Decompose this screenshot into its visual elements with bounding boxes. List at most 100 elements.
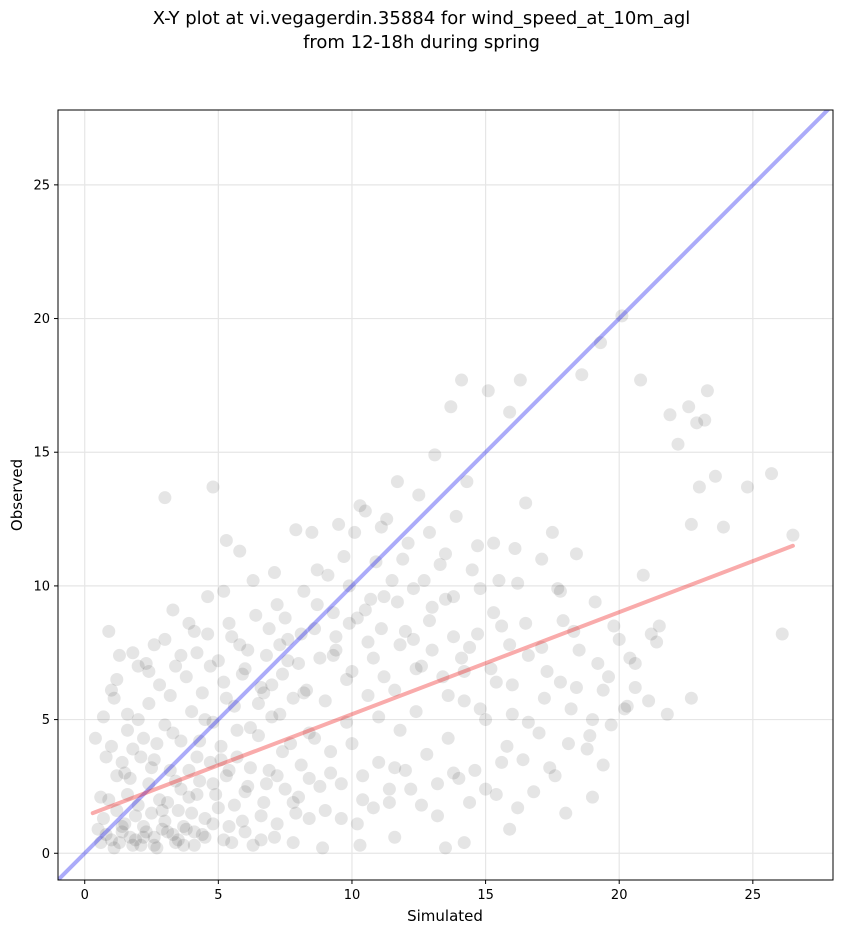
data-point bbox=[447, 630, 461, 644]
data-point bbox=[690, 416, 704, 430]
data-point bbox=[182, 616, 196, 630]
data-point bbox=[329, 630, 343, 644]
data-point bbox=[294, 758, 308, 772]
data-point bbox=[198, 812, 212, 826]
data-point bbox=[265, 710, 279, 724]
data-point bbox=[414, 798, 428, 812]
data-point bbox=[377, 590, 391, 604]
data-point bbox=[409, 705, 423, 719]
data-point bbox=[222, 616, 236, 630]
x-tick-label: 5 bbox=[214, 888, 222, 903]
data-point bbox=[251, 697, 265, 711]
data-point bbox=[623, 651, 637, 665]
data-point bbox=[463, 640, 477, 654]
data-point bbox=[166, 603, 180, 617]
data-point bbox=[332, 517, 346, 531]
data-point bbox=[297, 584, 311, 598]
data-point bbox=[297, 686, 311, 700]
data-point bbox=[131, 798, 145, 812]
data-point bbox=[150, 737, 164, 751]
data-point bbox=[257, 795, 271, 809]
data-point bbox=[115, 820, 129, 834]
data-point bbox=[209, 787, 223, 801]
data-point bbox=[147, 638, 161, 652]
data-point bbox=[615, 309, 629, 323]
data-point bbox=[206, 817, 220, 831]
data-point bbox=[137, 731, 151, 745]
data-point bbox=[393, 638, 407, 652]
data-point bbox=[537, 691, 551, 705]
data-point bbox=[716, 520, 730, 534]
data-point bbox=[345, 737, 359, 751]
data-point bbox=[372, 710, 386, 724]
data-point bbox=[270, 598, 284, 612]
data-point bbox=[500, 739, 514, 753]
data-point bbox=[660, 707, 674, 721]
data-point bbox=[374, 520, 388, 534]
data-point bbox=[505, 678, 519, 692]
x-axis-label: Simulated bbox=[407, 907, 483, 925]
data-point bbox=[535, 552, 549, 566]
data-point bbox=[487, 606, 501, 620]
data-point bbox=[115, 825, 129, 839]
data-point bbox=[308, 731, 322, 745]
data-point bbox=[235, 667, 249, 681]
data-point bbox=[585, 713, 599, 727]
data-point bbox=[177, 838, 191, 852]
data-point bbox=[521, 648, 535, 662]
data-point bbox=[155, 803, 169, 817]
data-point bbox=[310, 563, 324, 577]
grid-lines bbox=[58, 110, 833, 880]
data-point bbox=[139, 656, 153, 670]
data-point bbox=[775, 627, 789, 641]
data-point bbox=[585, 790, 599, 804]
data-point bbox=[786, 528, 800, 542]
data-point bbox=[206, 715, 220, 729]
data-point bbox=[388, 761, 402, 775]
data-point bbox=[353, 499, 367, 513]
data-point bbox=[479, 713, 493, 727]
data-points bbox=[88, 309, 800, 855]
data-point bbox=[153, 678, 167, 692]
data-point bbox=[644, 627, 658, 641]
data-point bbox=[572, 643, 586, 657]
data-point bbox=[147, 838, 161, 852]
data-point bbox=[102, 793, 116, 807]
data-point bbox=[334, 777, 348, 791]
data-point bbox=[495, 619, 509, 633]
x-tick-label: 10 bbox=[344, 888, 361, 903]
reference-lines bbox=[58, 110, 831, 880]
data-point bbox=[118, 766, 132, 780]
data-point bbox=[484, 662, 498, 676]
data-point bbox=[388, 830, 402, 844]
data-point bbox=[102, 624, 116, 638]
data-point bbox=[187, 624, 201, 638]
data-point bbox=[230, 723, 244, 737]
data-point bbox=[147, 753, 161, 767]
data-point bbox=[382, 782, 396, 796]
data-point bbox=[265, 678, 279, 692]
data-point bbox=[174, 734, 188, 748]
data-point bbox=[404, 782, 418, 796]
data-point bbox=[318, 694, 332, 708]
data-point bbox=[129, 809, 142, 823]
data-point bbox=[374, 622, 388, 636]
data-point bbox=[473, 702, 487, 716]
data-point bbox=[430, 809, 444, 823]
data-point bbox=[700, 384, 714, 398]
data-point bbox=[340, 672, 354, 686]
data-point bbox=[227, 798, 241, 812]
data-point bbox=[698, 413, 712, 427]
data-point bbox=[126, 646, 140, 660]
data-point bbox=[492, 574, 506, 588]
data-point bbox=[551, 582, 565, 596]
data-point bbox=[190, 750, 204, 764]
data-point bbox=[412, 488, 426, 502]
data-point bbox=[201, 627, 215, 641]
data-point bbox=[94, 790, 108, 804]
data-point bbox=[612, 632, 626, 646]
data-point bbox=[567, 624, 581, 638]
data-point bbox=[182, 763, 196, 777]
y-tick-label: 15 bbox=[33, 446, 50, 461]
